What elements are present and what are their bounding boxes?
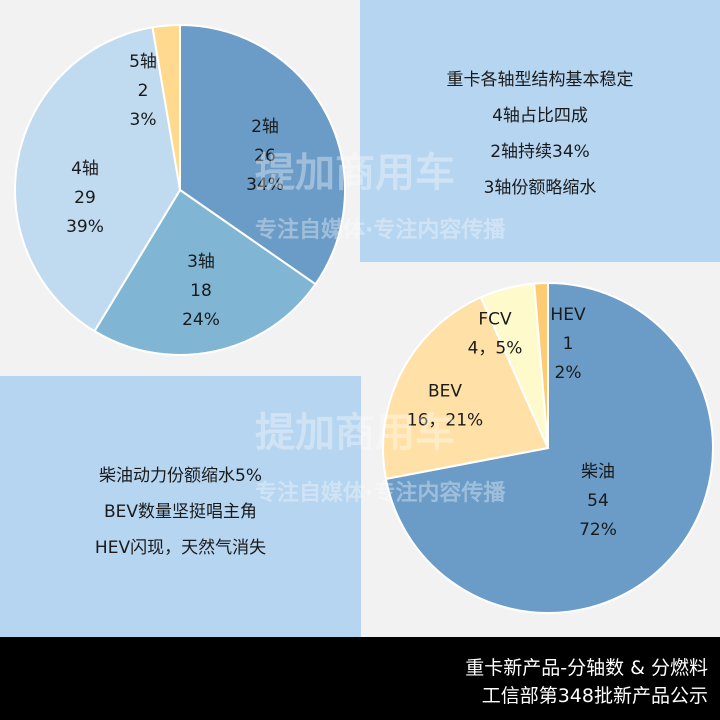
data-label: 2% bbox=[555, 363, 582, 383]
watermark-slogan: 专注自媒体·专注内容传播 bbox=[255, 218, 506, 243]
note-line: 柴油动力份额缩水5% bbox=[99, 466, 262, 486]
pie-slice-4轴 bbox=[14, 26, 182, 333]
note-line: 2轴持续34% bbox=[490, 142, 590, 162]
note-line: BEV数量坚挺唱主角 bbox=[103, 502, 258, 522]
data-label: 26 bbox=[254, 146, 276, 166]
note-line: 3轴份额略缩水 bbox=[483, 178, 597, 198]
footer-title: 重卡新产品-分轴数 & 分燃料 bbox=[465, 657, 708, 679]
data-label: 72% bbox=[579, 520, 617, 540]
data-label: 4轴 bbox=[71, 159, 99, 179]
pie-slice-2轴 bbox=[179, 23, 346, 286]
note-line: 重卡各轴型结构基本稳定 bbox=[446, 70, 634, 90]
data-label: 1 bbox=[563, 334, 574, 354]
summary-panel-fuel: 柴油动力份额缩水5% BEV数量坚挺唱主角 HEV闪现，天然气消失 bbox=[0, 376, 361, 637]
data-label: 5轴 bbox=[129, 52, 157, 72]
data-label: 24% bbox=[182, 310, 220, 330]
data-label: 16，21% bbox=[407, 411, 483, 431]
note-line: HEV闪现，天然气消失 bbox=[94, 538, 267, 558]
data-label: 54 bbox=[587, 491, 609, 511]
pie-slice-BEV bbox=[382, 295, 550, 481]
data-label: 3轴 bbox=[187, 252, 215, 272]
watermark-slogan: 专注自媒体·专注内容传播 bbox=[255, 481, 506, 506]
watermark-brand: 提加商用车 bbox=[255, 410, 455, 456]
pie-slice-5轴 bbox=[151, 23, 181, 191]
data-label: 18 bbox=[190, 281, 212, 301]
data-label: 39% bbox=[66, 217, 104, 237]
data-label: 2轴 bbox=[251, 117, 279, 137]
data-label: FCV bbox=[478, 310, 512, 330]
footer-bar: 重卡新产品-分轴数 & 分燃料 工信部第348批新产品公示 bbox=[0, 637, 720, 720]
data-label: 柴油 bbox=[581, 462, 615, 482]
note-line: 4轴占比四成 bbox=[492, 106, 588, 126]
data-label: 29 bbox=[74, 188, 96, 208]
watermark-brand: 提加商用车 bbox=[255, 150, 455, 196]
summary-panel-axles: 重卡各轴型结构基本稳定 4轴占比四成 2轴持续34% 3轴份额略缩水 bbox=[360, 0, 720, 262]
pie-charts: 2轴 26 34% 3轴 18 24% 4轴 29 39% 5轴 2 3% 柴油 54 72% BEV 16，2… bbox=[14, 23, 714, 614]
pie-slice-HEV bbox=[533, 281, 549, 449]
pie-slice-3轴 bbox=[93, 188, 317, 356]
pie-slice-柴油 bbox=[384, 281, 714, 614]
data-label: HEV bbox=[550, 305, 586, 325]
footer-subtitle: 工信部第348批新产品公示 bbox=[481, 685, 708, 707]
data-label: 3% bbox=[130, 110, 157, 130]
data-label: 4，5% bbox=[468, 339, 523, 359]
data-label: 34% bbox=[246, 175, 284, 195]
data-label: BEV bbox=[428, 382, 462, 402]
data-label: 2 bbox=[138, 81, 149, 101]
